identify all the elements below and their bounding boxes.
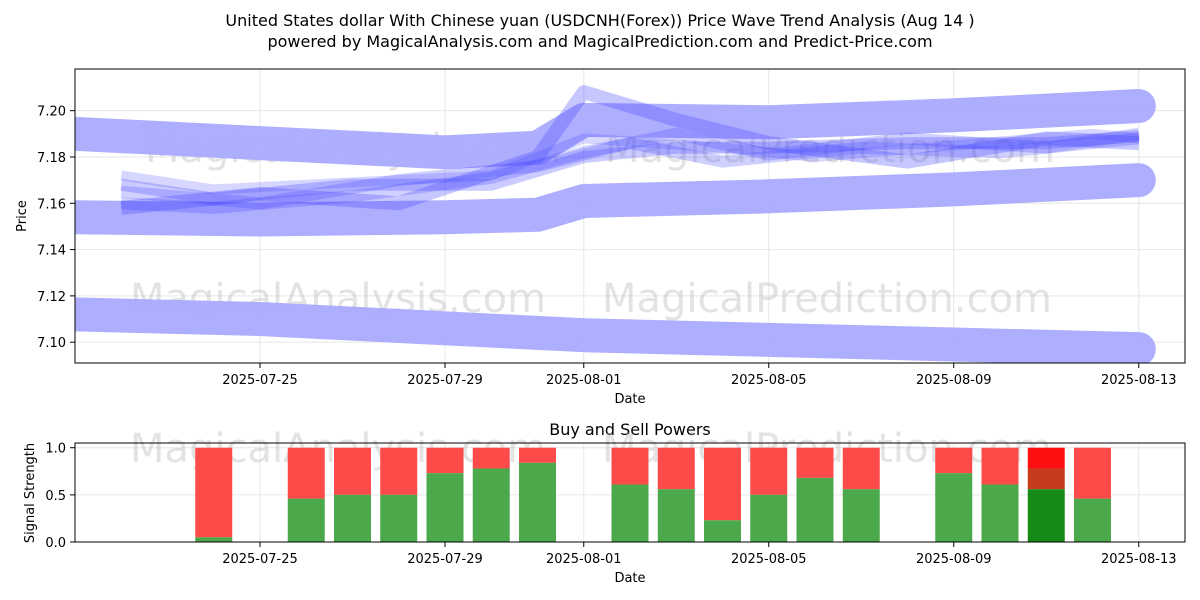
sell-power-bar (935, 447, 973, 474)
sell-power-bar (519, 447, 556, 463)
price-y-tick-label: 7.10 (37, 336, 66, 351)
power-x-tick-label: 2025-08-09 (916, 552, 992, 567)
power-chart-title: Buy and Sell Powers (549, 420, 711, 439)
sell-power-bar (380, 447, 418, 495)
buy-power-bar (195, 537, 233, 542)
power-x-tick-label: 2025-08-13 (1101, 552, 1177, 567)
price-x-tick-label: 2025-08-09 (916, 373, 992, 388)
buy-power-bar (981, 484, 1019, 542)
power-panel: Buy and Sell Powers MagicalAnalysis.comM… (23, 420, 1186, 586)
price-x-tick-label: 2025-08-01 (546, 373, 622, 388)
price-wave-band (75, 89, 1156, 170)
price-y-ticks: 7.10 7.12 7.14 7.16 7.18 7.20 (37, 105, 75, 351)
power-axes-frame (74, 442, 1186, 543)
sell-power-bar (704, 447, 741, 521)
price-wave-bands (75, 85, 1156, 363)
buy-power-bar (657, 489, 695, 542)
buy-power-bar (472, 468, 510, 542)
power-x-axis-label: Date (614, 571, 645, 586)
price-panel: MagicalAnalysis.com MagicalPrediction.com… (15, 68, 1186, 407)
price-y-tick-label: 7.18 (37, 151, 66, 166)
buy-power-bar (842, 489, 880, 542)
sell-power-bar (287, 447, 325, 499)
price-y-tick-label: 7.12 (37, 290, 66, 305)
price-x-axis-label: Date (614, 392, 645, 407)
price-wave-band (120, 85, 1140, 215)
buy-power-bar (704, 520, 741, 542)
buy-power-bar (519, 462, 556, 542)
sell-power-bar (195, 447, 233, 538)
sell-power-bar (1074, 447, 1111, 499)
chart-subtitle: powered by MagicalAnalysis.com and Magic… (267, 32, 932, 51)
sell-power-bar (426, 447, 464, 474)
price-x-tick-label: 2025-07-25 (222, 373, 298, 388)
price-wave-band (120, 130, 1140, 205)
price-x-ticks: 2025-07-25 2025-07-29 2025-08-01 2025-08-05… (222, 363, 1177, 388)
price-wave-band (120, 132, 1140, 210)
price-x-tick-label: 2025-08-05 (731, 373, 807, 388)
sell-power-bar (472, 447, 510, 469)
price-wave-band (75, 163, 1156, 237)
power-x-tick-label: 2025-07-25 (222, 552, 298, 567)
buy-power-bar (334, 494, 371, 542)
sell-power-bar (611, 447, 649, 485)
price-axes-frame (74, 68, 1186, 364)
price-x-tick-label: 2025-08-13 (1101, 373, 1177, 388)
power-x-tick-label: 2025-07-29 (407, 552, 483, 567)
price-y-tick-label: 7.14 (37, 244, 66, 259)
price-wave-band (75, 297, 1156, 363)
power-x-tick-label: 2025-08-05 (731, 552, 807, 567)
buy-power-bar (287, 498, 325, 542)
sell-power-bar (1027, 468, 1065, 490)
sell-power-bar (334, 447, 371, 495)
power-bars (195, 447, 1111, 542)
power-y-axis-label: Signal Strength (23, 443, 38, 543)
power-y-ticks: 0.0 0.5 1.0 (45, 442, 75, 551)
sell-power-bar (981, 447, 1019, 485)
buy-power-bar (796, 477, 834, 542)
buy-power-bar (426, 473, 464, 542)
power-y-tick-label: 0.5 (45, 489, 66, 504)
sell-power-bar (842, 447, 880, 490)
buy-power-bar (1027, 489, 1065, 542)
sell-power-bar (1027, 447, 1065, 469)
sell-power-bar (657, 447, 695, 490)
power-x-tick-label: 2025-08-01 (546, 552, 622, 567)
buy-power-bar (935, 473, 973, 542)
price-y-tick-label: 7.20 (37, 105, 66, 120)
buy-power-bar (750, 494, 788, 542)
chart-title: United States dollar With Chinese yuan (… (225, 11, 974, 30)
price-x-tick-label: 2025-07-29 (407, 373, 483, 388)
price-wave-band (120, 128, 1140, 195)
sell-power-bar (750, 447, 788, 495)
buy-power-bar (380, 494, 418, 542)
sell-power-bar (796, 447, 834, 478)
buy-power-bar (611, 484, 649, 542)
power-y-tick-label: 1.0 (45, 442, 66, 457)
power-x-ticks: 2025-07-25 2025-07-29 2025-08-01 2025-08-05… (222, 542, 1177, 567)
price-wave-band (121, 127, 1140, 214)
price-y-axis-label: Price (15, 200, 30, 232)
price-y-tick-label: 7.16 (37, 197, 66, 212)
watermark-text: MagicalPrediction.com (602, 276, 1052, 322)
power-y-tick-label: 0.0 (45, 536, 66, 551)
buy-power-bar (1074, 498, 1111, 542)
